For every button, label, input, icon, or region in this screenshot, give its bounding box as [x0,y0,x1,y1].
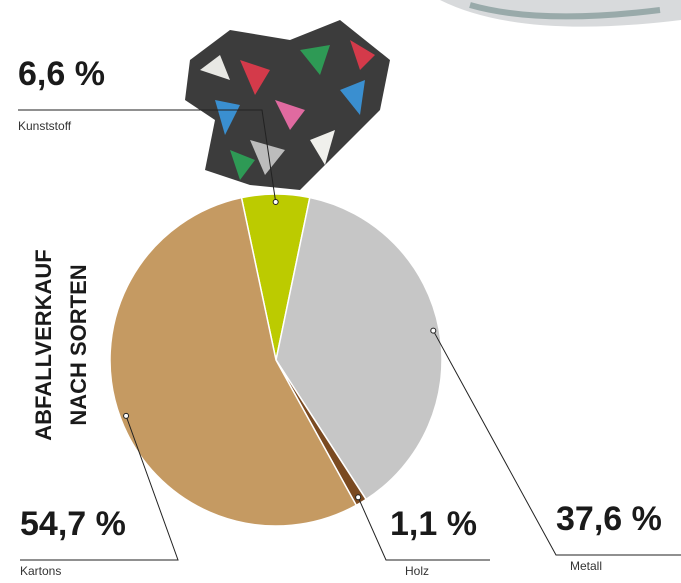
value-label: 1,1 % [390,505,477,543]
chart-title: ABFALLVERKAUF [31,249,56,440]
leader-line [357,497,490,561]
category-label: Metall [570,559,602,573]
chart-title: NACH SORTEN [66,264,91,425]
leader-dot [430,327,437,334]
leader-dot [123,412,130,419]
category-label: Holz [405,564,429,578]
leader-line [20,415,179,561]
pie-slice [109,196,358,527]
value-label: 37,6 % [556,500,662,538]
leader-dot [272,199,279,206]
category-label: Kartons [20,564,61,578]
category-label: Kunststoff [18,119,72,133]
leader-dot [355,494,362,501]
leader-line [432,330,681,556]
decoration [185,0,681,190]
value-label: 6,6 % [18,55,105,93]
value-label: 54,7 % [20,505,126,543]
leader-line [18,109,277,203]
